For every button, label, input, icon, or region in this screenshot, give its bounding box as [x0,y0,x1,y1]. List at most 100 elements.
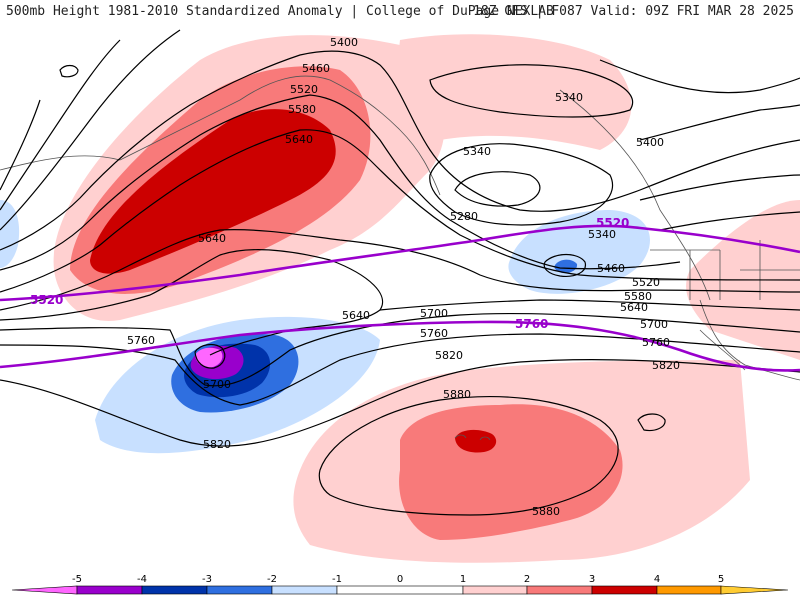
colorbar-tick-label: 1 [460,574,466,585]
colorbar-tick-label: 3 [589,574,595,585]
height-contour-5760 [0,333,800,406]
height-label: 5760 [420,327,448,340]
height-contour-small-ring-sc [637,413,666,432]
map-panel: 5400 5460 5520 5580 5640 5340 5340 5400 … [0,26,800,570]
height-contour-5520 [0,129,800,293]
height-label: 5580 [624,290,652,303]
alaska-coastline [119,75,441,196]
height-label: 5760 [642,336,670,349]
height-label: 5340 [588,228,616,241]
height-label: 5760 [127,334,155,347]
height-label: 5820 [435,349,463,362]
anomaly-plus3-area-hawaii [455,429,497,453]
coastlines [0,75,800,441]
climo-contour-5760 [0,320,800,372]
aleutian-chain [0,155,121,171]
hawaii-islands [454,434,491,441]
height-contour-5640-east [379,299,800,311]
height-label: 5580 [288,103,316,116]
colorbar-swatch-plus4 [656,585,722,595]
height-contour-5700 [0,312,800,387]
colorbar-tick-label: 0 [397,574,403,585]
colorbar-swatch-minus2 [206,585,273,595]
colorbar-tick-label: -4 [137,574,147,585]
height-label: 5880 [443,388,471,401]
colorbar-swatch-minus5 [11,585,78,595]
colorbar-tick-label: 5 [718,574,724,585]
height-label: 5340 [555,91,583,104]
colorbar-swatch-minus1 [271,585,338,595]
height-label: 5340 [463,145,491,158]
colorbar-tick-label: -5 [72,574,82,585]
anomaly-plus2-area-hawaii [399,404,623,540]
colorbar-tick-label: 4 [654,574,660,585]
height-contour-northeast-b [639,104,800,141]
height-label: 5880 [532,505,560,518]
height-label: 5640 [198,232,226,245]
height-label: 5820 [652,359,680,372]
alaska-panhandle [559,89,711,301]
height-label: 5460 [597,262,625,275]
colorbar-swatches [11,585,789,595]
height-contour-north-ring-a [0,29,181,231]
climo-label: 5520 [596,216,629,230]
height-label: 5400 [636,136,664,149]
height-contour-5580 [0,229,800,311]
height-label: 5520 [290,83,318,96]
height-label: 5700 [203,378,231,391]
height-label: 5520 [632,276,660,289]
colorbar-tick-label: -3 [202,574,212,585]
colorbar-swatch-plus1 [462,585,528,595]
header-bar: 500mb Height 1981-2010 Standardized Anom… [0,0,800,26]
height-label: 5820 [203,438,231,451]
height-contour-small-ring [59,64,79,78]
height-label: 5400 [330,36,358,49]
height-contour-north-ring-c [0,99,41,191]
anomaly-plus3-area-north-pacific [90,109,336,274]
colorbar-swatch-minus3 [141,585,208,595]
colorbar-tick-label: -2 [267,574,277,585]
height-contour-5340-north [429,64,634,118]
height-contours [0,29,800,516]
height-label: 5640 [620,301,648,314]
anomaly-minus2-area-gulf [554,259,578,274]
height-contour-5280 [454,171,541,207]
anomaly-minus1-area-far-west [0,200,20,268]
height-contour-closed-low [194,343,226,369]
height-contour-east-a [639,174,800,201]
climo-contour-5520 [0,224,800,302]
height-label: 5700 [420,307,448,320]
colorbar-swatch-plus5 [720,585,789,595]
colorbar-tick-label: -1 [332,574,342,585]
climo-contours [0,224,800,372]
product-title: 500mb Height 1981-2010 Standardized Anom… [6,4,554,19]
height-label: 5640 [285,133,313,146]
colorbar-svg: -5 -4 -3 -2 -1 0 1 2 3 4 5 [11,574,789,595]
colorbar: -5 -4 -3 -2 -1 0 1 2 3 4 5 [0,570,800,600]
height-contour-5340 [429,143,614,226]
height-contour-5460 [0,94,681,271]
height-label: 5640 [342,309,370,322]
climo-label: 5760 [515,317,548,331]
colorbar-swatch-plus3 [591,585,658,595]
height-contour-5880 [318,396,619,516]
height-contour-northeast-a [599,59,800,94]
colorbar-swatch-neutral [336,585,464,595]
height-contour-east-b [659,211,800,231]
height-label: 5280 [450,210,478,223]
height-contour-5400 [0,50,800,251]
west-coast-us [699,299,800,381]
climo-labels: 5520 5520 5760 [30,216,629,331]
colorbar-swatch-plus2 [526,585,593,595]
height-labels: 5400 5460 5520 5580 5640 5340 5340 5400 … [127,36,680,518]
height-label: 5460 [302,62,330,75]
climo-label: 5520 [30,293,63,307]
height-label: 5700 [640,318,668,331]
model-valid-time: 18Z GFS | F087 Valid: 09Z FRI MAR 28 202… [473,4,794,19]
colorbar-tick-label: 2 [524,574,530,585]
height-contour-north-ring-b [0,39,121,211]
colorbar-ticks: -5 -4 -3 -2 -1 0 1 2 3 4 5 [72,574,724,585]
colorbar-swatch-minus4 [76,585,143,595]
height-contour-5280-gulf [543,253,586,277]
anomaly-plus1-area-northeast [399,34,632,150]
